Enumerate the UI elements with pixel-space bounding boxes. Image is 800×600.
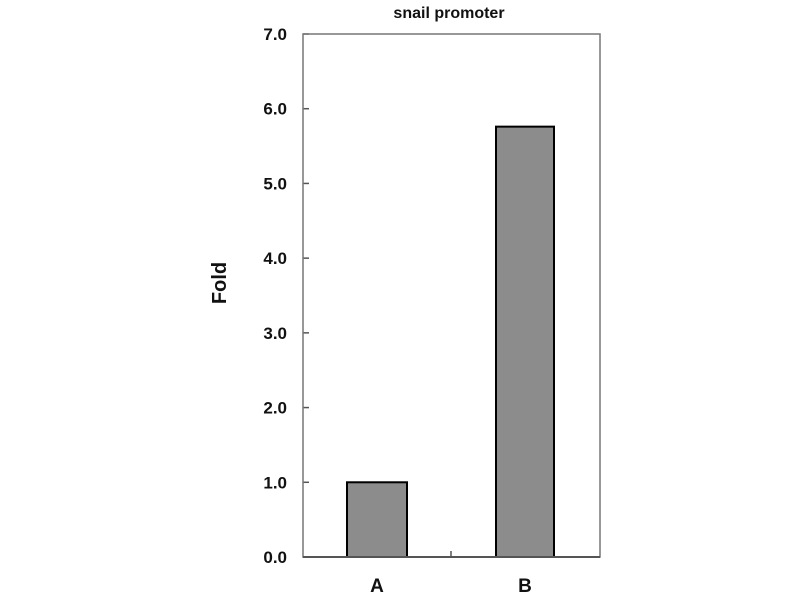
y-tick-label: 4.0 <box>263 249 287 268</box>
x-tick-label: B <box>518 576 532 597</box>
bar-B <box>495 125 555 558</box>
bar-A <box>346 481 408 558</box>
y-tick-label: 2.0 <box>263 399 287 418</box>
chart-title: snail promoter <box>393 5 504 22</box>
y-tick-label: 6.0 <box>263 100 287 119</box>
y-tick-label: 0.0 <box>263 548 287 567</box>
x-tick-label: A <box>370 576 384 597</box>
y-tick-label: 5.0 <box>263 174 287 193</box>
y-tick-label: 1.0 <box>263 473 287 492</box>
plot-frame <box>302 33 601 558</box>
y-axis-label: Fold <box>209 262 231 304</box>
y-tick-label: 7.0 <box>263 25 287 44</box>
y-tick-label: 3.0 <box>263 324 287 343</box>
